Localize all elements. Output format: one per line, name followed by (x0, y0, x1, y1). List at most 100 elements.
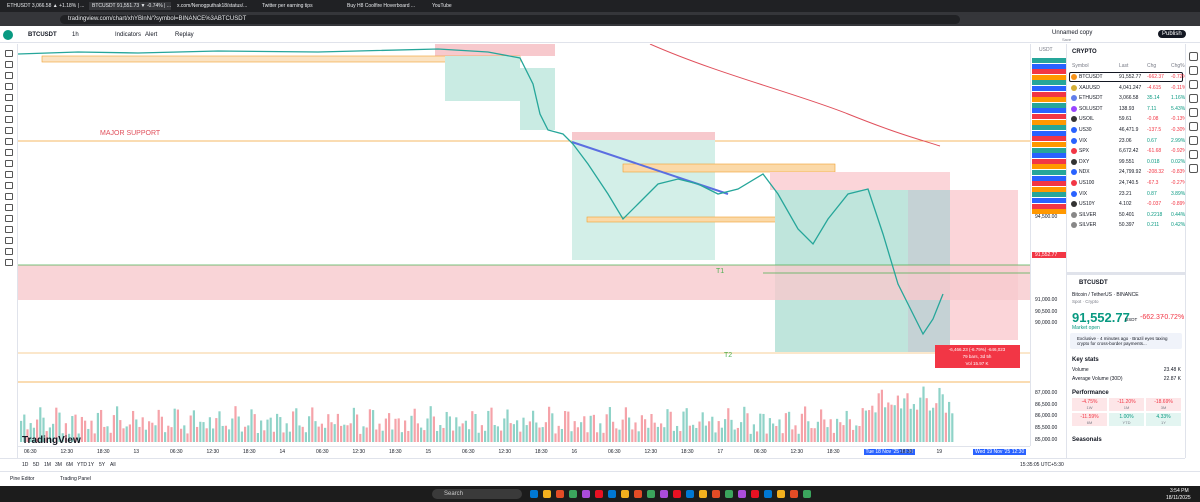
watchlist-symbol[interactable]: SILVER (1079, 211, 1097, 218)
range-button[interactable]: YTD (77, 462, 87, 468)
tool-icon[interactable] (5, 171, 13, 178)
news-box[interactable] (1070, 333, 1182, 349)
watchlist-symbol[interactable]: ETHUSDT (1079, 95, 1103, 102)
bottom-panel-tab[interactable]: Pine Editor (10, 476, 35, 482)
watchlist-symbol[interactable]: SOLUSDT (1079, 105, 1103, 112)
tool-icon[interactable] (5, 226, 13, 233)
browser-tab[interactable]: Twitter per earning tips (262, 3, 313, 9)
browser-tab[interactable]: ETHUSDT 3,066.58 ▲ +1.18% | ... (7, 3, 85, 9)
app-icon[interactable] (777, 490, 785, 498)
search-box[interactable] (432, 489, 522, 499)
watchlist-symbol[interactable]: VIX (1079, 137, 1088, 144)
interval[interactable]: 1h (72, 32, 79, 38)
range-button[interactable]: 6M (66, 462, 73, 468)
tool-icon[interactable] (5, 248, 13, 255)
tool-icon[interactable] (5, 259, 13, 266)
app-icon[interactable] (738, 490, 746, 498)
app-icon[interactable] (582, 490, 590, 498)
tool-icon[interactable] (5, 237, 13, 244)
toolbar-item[interactable]: Indicators (115, 32, 142, 38)
app-icon[interactable] (647, 490, 655, 498)
watchlist-symbol[interactable]: US100 (1079, 180, 1095, 186)
app-icon[interactable] (790, 490, 798, 498)
panel-icon[interactable] (1189, 80, 1198, 89)
app-icon[interactable] (634, 490, 642, 498)
avatar[interactable] (3, 30, 13, 40)
panel-icon[interactable] (1189, 164, 1198, 173)
watchlist-symbol[interactable]: US10Y (1079, 201, 1095, 208)
tool-icon[interactable] (5, 50, 13, 57)
symbol[interactable]: BTCUSDT (28, 32, 57, 38)
panel-icon[interactable] (1189, 150, 1198, 159)
browser-tab[interactable]: Buy H8 Coolfire Hoverboard ... (347, 3, 416, 9)
app-icon[interactable] (530, 490, 538, 498)
range-button[interactable]: 1M (44, 462, 51, 468)
news[interactable]: Exclusive · 4 minutes ago · Brazil eyes … (1077, 336, 1168, 346)
app-icon[interactable] (556, 490, 564, 498)
range-button[interactable]: 3M (55, 462, 62, 468)
panel-icon[interactable] (1189, 122, 1198, 131)
panel-icon[interactable] (1189, 136, 1198, 145)
toolbar-item[interactable]: Replay (175, 32, 194, 38)
watchlist-symbol[interactable]: SPX (1079, 148, 1090, 155)
watchlist-symbol[interactable]: XAUUSD (1079, 84, 1100, 91)
tool-icon[interactable] (5, 61, 13, 68)
tool-icon[interactable] (5, 116, 13, 123)
volume-bar (730, 419, 733, 442)
tool-icon[interactable] (5, 138, 13, 145)
tool-icon[interactable] (5, 215, 13, 222)
panel-icon[interactable] (1189, 94, 1198, 103)
publish[interactable]: Publish (1158, 30, 1186, 38)
watchlist-symbol[interactable]: US30 (1079, 127, 1092, 133)
app-icon[interactable] (660, 490, 668, 498)
tool-icon[interactable] (5, 94, 13, 101)
app-icon[interactable] (621, 490, 629, 498)
app-icon[interactable] (712, 490, 720, 498)
watchlist-symbol[interactable]: BTCUSDT (1079, 74, 1103, 80)
app-icon[interactable] (686, 490, 694, 498)
app-icon[interactable] (725, 490, 733, 498)
panel-icon[interactable] (1189, 66, 1198, 75)
tool-icon[interactable] (5, 160, 13, 167)
volume-bar (493, 425, 496, 442)
app-icon[interactable] (803, 490, 811, 498)
tool-icon[interactable] (5, 193, 13, 200)
range-button[interactable]: 5D (33, 462, 40, 468)
watchlist-symbol[interactable]: NDX (1079, 169, 1090, 176)
app-icon[interactable] (608, 490, 616, 498)
app-icon[interactable] (595, 490, 603, 498)
bottom-panel-tab[interactable]: Trading Panel (60, 476, 91, 482)
tool-icon[interactable] (5, 204, 13, 211)
layout-name[interactable]: Unnamed copy (1052, 30, 1093, 36)
watchlist-symbol[interactable]: USOIL (1079, 116, 1095, 123)
browser-tab[interactable]: BTCUSDT 91,551.73 ▼ -0.74% | ... (89, 2, 171, 10)
app-icon[interactable] (764, 490, 772, 498)
url-field[interactable] (60, 15, 960, 24)
panel-icon[interactable] (1189, 52, 1198, 61)
volume-bar (765, 433, 768, 442)
app-icon[interactable] (569, 490, 577, 498)
range-button[interactable]: All (110, 462, 116, 468)
toolbar-item[interactable]: Alert (145, 32, 158, 38)
browser-tab[interactable]: YouTube (432, 3, 452, 9)
tool-icon[interactable] (5, 127, 13, 134)
range-button[interactable]: 5Y (99, 462, 106, 468)
panel-icon[interactable] (1189, 108, 1198, 117)
tool-icon[interactable] (5, 182, 13, 189)
tool-icon[interactable] (5, 149, 13, 156)
app-icon[interactable] (751, 490, 759, 498)
tool-icon[interactable] (5, 72, 13, 79)
app-icon[interactable] (673, 490, 681, 498)
tool-icon[interactable] (5, 83, 13, 90)
browser-tab[interactable]: x.com/Nenogputhak18/status/... (177, 3, 248, 9)
watchlist-symbol[interactable]: SILVER (1079, 222, 1097, 229)
watchlist-title[interactable]: CRYPTO (1072, 49, 1097, 55)
app-icon[interactable] (699, 490, 707, 498)
watchlist-symbol[interactable]: DXY (1079, 158, 1090, 165)
range-button[interactable]: 1D (22, 462, 29, 468)
app-icon[interactable] (543, 490, 551, 498)
tool-icon[interactable] (5, 105, 13, 112)
price-tag (1032, 181, 1066, 187)
watchlist-symbol[interactable]: VIX (1079, 190, 1088, 197)
range-button[interactable]: 1Y (88, 462, 95, 468)
